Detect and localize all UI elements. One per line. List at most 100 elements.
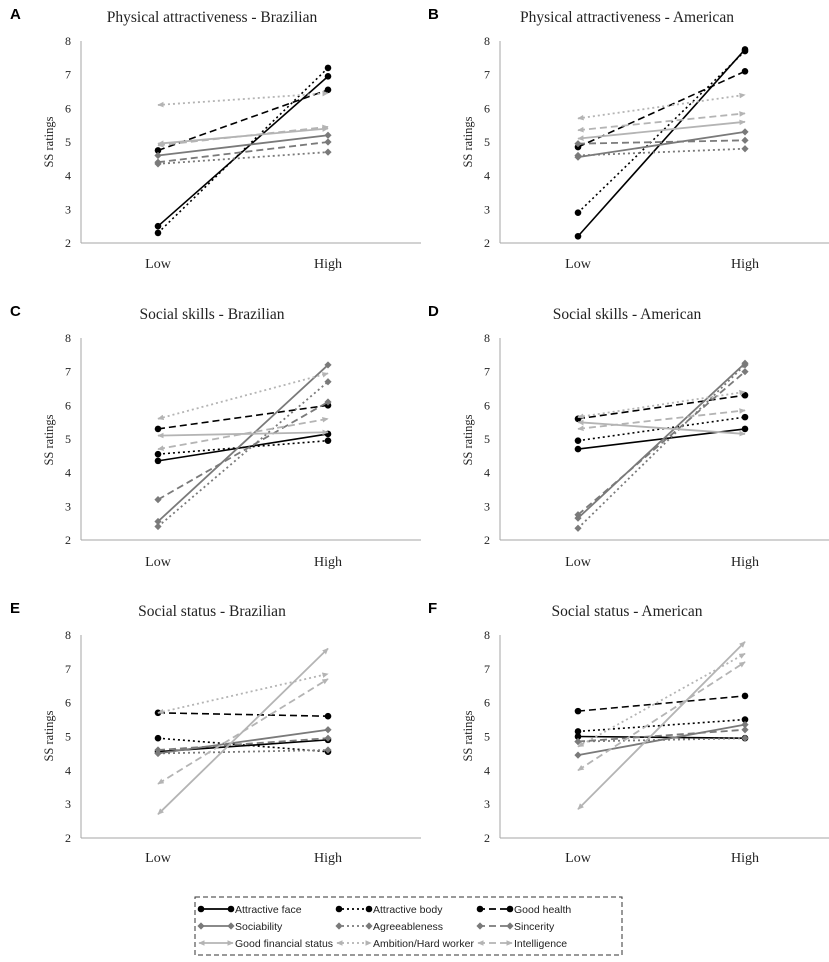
panel-e-ytick-4: 4 <box>65 763 71 777</box>
panel-b-point-agreeableness-high <box>741 145 749 153</box>
legend-label-ambition-hard-worker: Ambition/Hard worker <box>373 938 474 950</box>
panel-d-series-attractive-face <box>574 425 749 453</box>
panel-a-point-attractive-body-high <box>324 64 332 72</box>
panel-f-series-good-financial-status <box>577 641 746 810</box>
panel-b-point-attractive-face-low <box>574 232 582 240</box>
panel-c-point-attractive-body-low <box>154 450 162 458</box>
legend-label-attractive-body: Attractive body <box>373 904 443 916</box>
panel-e-ytick-8: 8 <box>65 628 71 642</box>
panel-e-xtick-low: Low <box>145 851 172 866</box>
panel-b-ytick-8: 8 <box>484 34 490 48</box>
panel-f-point-good-health-low <box>574 707 582 715</box>
legend-marker-attractive-body-end <box>365 905 373 913</box>
panel-b-series-good-health <box>574 68 749 151</box>
legend-marker-attractive-face-end <box>227 905 235 913</box>
legend-marker-sociability-end <box>227 922 235 930</box>
panel-d-point-agreeableness-high <box>741 361 749 369</box>
panel-c-series-good-health <box>154 402 332 433</box>
panel-a-point-agreeableness-high <box>324 148 332 156</box>
panel-b-point-attractive-body-high <box>741 47 749 55</box>
panel-f-letter: F <box>428 600 437 617</box>
legend-label-good-financial-status: Good financial status <box>235 938 333 950</box>
panel-a-xtick-low: Low <box>145 257 172 272</box>
panel-d-point-sincerity-high <box>741 368 749 376</box>
panel-f-ytick-3: 3 <box>484 797 490 811</box>
panel-b-line-agreeableness <box>577 147 746 157</box>
panel-b-line-sincerity <box>577 139 746 145</box>
panel-e-point-good-health-high <box>324 712 332 720</box>
panel-c-ylabel: SS ratings <box>42 414 56 465</box>
panel-c-ytick-5: 5 <box>65 432 71 446</box>
panel-d-line-agreeableness <box>577 364 746 529</box>
panel-c-series-sociability <box>154 361 332 526</box>
legend-marker-agreeableness-start <box>335 922 343 930</box>
legend-entry-ambition-hard-worker: Ambition/Hard worker <box>336 938 474 950</box>
panel-e-series-good-health <box>154 709 332 720</box>
panel-e-letter: E <box>10 600 20 617</box>
panel-f-ytick-5: 5 <box>484 730 490 744</box>
legend-entry-agreeableness: Agreeableness <box>335 921 443 933</box>
panel-d-line-ambition-hard-worker <box>577 389 746 420</box>
panel-b-point-sincerity-high <box>741 136 749 144</box>
panel-d-letter: D <box>428 303 439 320</box>
panel-d-ytick-5: 5 <box>484 432 490 446</box>
panel-a-ytick-8: 8 <box>65 34 71 48</box>
panel-f-ytick-4: 4 <box>484 763 490 777</box>
panel-d-line-good-health <box>577 394 746 420</box>
panel-a-series-intelligence <box>157 124 329 148</box>
panel-f-point-attractive-body-low <box>574 728 582 735</box>
panel-e-ytick-2: 2 <box>65 831 71 845</box>
panel-f-point-sociability-low <box>574 751 582 759</box>
panel-b-series-agreeableness <box>574 145 749 160</box>
panel-f-point-sincerity-high <box>741 726 749 734</box>
panel-a-title: Physical attractiveness - Brazilian <box>107 9 318 26</box>
panel-b-point-sincerity-low <box>574 140 582 148</box>
panel-b-point-attractive-body-low <box>574 209 582 216</box>
panel-d-series-intelligence <box>577 408 746 432</box>
panel-b-series-attractive-body <box>574 47 749 216</box>
panel-e-title: Social status - Brazilian <box>138 603 286 620</box>
panel-c-xtick-high: High <box>314 555 342 570</box>
panel-d-title: Social skills - American <box>553 306 702 323</box>
panel-c-ytick-7: 7 <box>65 365 71 379</box>
panel-b-ytick-6: 6 <box>484 101 490 115</box>
panel-a-point-good-health-low <box>154 147 162 154</box>
panel-b: B Physical attractiveness - American 2 3 4 5 6… <box>428 6 829 272</box>
panel-b-point-agreeableness-low <box>574 151 582 160</box>
panel-d-ylabel: SS ratings <box>461 414 475 465</box>
panel-f-ytick-2: 2 <box>484 831 490 845</box>
panel-c-point-agreeableness-low <box>154 522 162 531</box>
legend-entry-attractive-face: Attractive face <box>197 904 302 916</box>
panel-a: A Physical attractiveness - Brazilian 2 3 4 5… <box>10 6 421 272</box>
legend-marker-sincerity-end <box>506 922 514 930</box>
panel-f-line-good-financial-status <box>577 641 746 810</box>
panel-a-letter: A <box>10 6 21 23</box>
legend-marker-good-health-end <box>506 905 514 913</box>
legend-entry-good-financial-status: Good financial status <box>198 938 333 950</box>
panel-a-point-attractive-face-high <box>324 73 332 80</box>
panel-a-series-ambition-hard-worker <box>157 90 329 108</box>
legend-label-sociability: Sociability <box>235 921 283 933</box>
panel-e-line-intelligence <box>157 678 329 785</box>
panels-group: A Physical attractiveness - Brazilian 2 3 4 5… <box>10 6 829 866</box>
panel-d-series-sincerity <box>574 368 749 519</box>
panel-b-xtick-low: Low <box>565 257 592 272</box>
panel-d-ytick-8: 8 <box>484 331 490 345</box>
panel-b-series-intelligence <box>577 111 746 133</box>
panel-f-ytick-7: 7 <box>484 662 490 676</box>
panel-e-ytick-3: 3 <box>65 797 71 811</box>
panel-d-line-intelligence <box>577 408 746 432</box>
panel-c-series-good-financial-status <box>157 429 329 439</box>
panel-c-ytick-2: 2 <box>65 533 71 547</box>
panel-c-series-sincerity <box>154 398 332 504</box>
panel-f-ytick-8: 8 <box>484 628 490 642</box>
panel-a-ytick-4: 4 <box>65 169 71 183</box>
panel-a-ytick-6: 6 <box>65 101 71 115</box>
panel-a-point-sincerity-high <box>324 138 332 146</box>
panel-d-line-good-financial-status <box>577 419 746 437</box>
panel-b-line-ambition-hard-worker <box>577 92 746 121</box>
panel-c-point-sociability-high <box>324 361 332 369</box>
panel-f-line-good-health <box>577 695 746 712</box>
panel-b-xtick-high: High <box>731 257 759 272</box>
panel-a-point-sociability-high <box>324 131 332 139</box>
